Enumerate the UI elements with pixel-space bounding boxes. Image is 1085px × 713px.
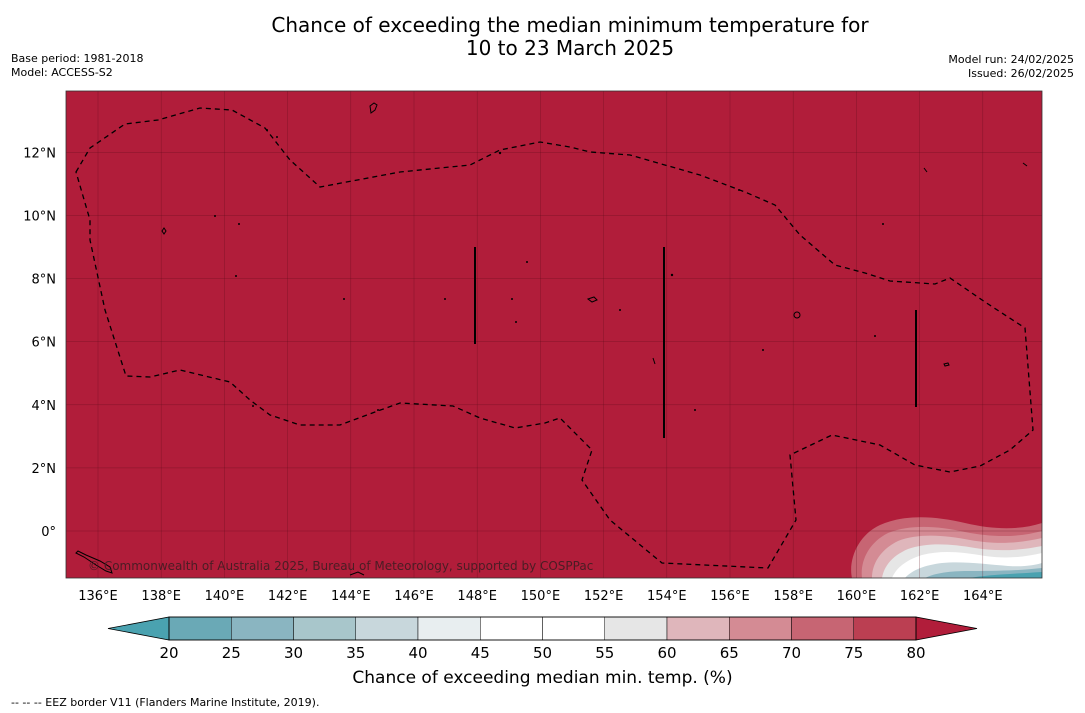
- colorbar-segment: [168, 616, 232, 641]
- lon-label: 150°E: [521, 589, 561, 604]
- lon-label: 148°E: [457, 589, 497, 604]
- issued-date: Issued: 26/02/2025: [967, 67, 1074, 80]
- lon-label: 136°E: [78, 589, 118, 604]
- colorbar-segment: [355, 616, 419, 641]
- lat-label: 8°N: [32, 273, 57, 288]
- lat-label: 4°N: [32, 399, 57, 414]
- lat-label: 6°N: [32, 336, 57, 351]
- colorbar-ticks: 20 25 30 35 40 45 50 55 60 65 70 75 80: [159, 644, 925, 662]
- lon-label: 142°E: [268, 589, 308, 604]
- colorbar-label: Chance of exceeding median min. temp. (%…: [352, 668, 733, 688]
- colorbar-tick-label: 35: [346, 644, 365, 662]
- islands: [75, 102, 1028, 576]
- map-background: [66, 91, 1042, 578]
- colorbar: 20 25 30 35 40 45 50 55 60 65 70 75 80: [107, 616, 978, 662]
- colorbar-high-extension: [915, 616, 978, 641]
- colorbar-tick-label: 25: [222, 644, 241, 662]
- colorbar-segment: [666, 616, 730, 641]
- lat-label: 2°N: [32, 462, 57, 477]
- meta-left: Base period: 1981-2018 Model: ACCESS-S2: [11, 52, 143, 80]
- model-run: Model run: 24/02/2025: [948, 53, 1074, 66]
- gridlines: [66, 91, 1042, 578]
- lon-label: 164°E: [963, 589, 1003, 604]
- lon-label: 138°E: [141, 589, 181, 604]
- lon-label: 146°E: [394, 589, 434, 604]
- lon-label: 152°E: [584, 589, 624, 604]
- copyright-text: © Commonwealth of Australia 2025, Bureau…: [88, 559, 593, 573]
- colorbar-segment: [729, 616, 792, 641]
- colorbar-tick-label: 55: [595, 644, 614, 662]
- eez-border: [75, 107, 1034, 569]
- colorbar-segment: [293, 616, 356, 641]
- map-title: Chance of exceeding the median minimum t…: [0, 14, 1085, 60]
- colorbar-tick-label: 75: [844, 644, 863, 662]
- colorbar-tick-label: 45: [471, 644, 490, 662]
- colorbar-tick-label: 65: [720, 644, 739, 662]
- base-period: Base period: 1981-2018: [11, 52, 144, 65]
- colorbar-segment: [417, 616, 481, 641]
- colorbar-low-extension: [107, 616, 170, 641]
- lon-label: 162°E: [900, 589, 940, 604]
- lon-label: 156°E: [710, 589, 750, 604]
- lon-label: 154°E: [647, 589, 687, 604]
- eez-footnote: -- -- -- EEZ border V11 (Flanders Marine…: [11, 696, 320, 709]
- meta-right: Model run: 24/02/2025 Issued: 26/02/2025: [948, 53, 1074, 81]
- latitude-labels: 12°N 10°N 8°N 6°N 4°N 2°N 0°: [23, 146, 56, 540]
- lon-label: 144°E: [331, 589, 371, 604]
- lat-label: 12°N: [23, 146, 56, 161]
- colorbar-segment: [231, 616, 294, 641]
- lat-label: 0°: [41, 525, 56, 540]
- lon-label: 160°E: [837, 589, 877, 604]
- island-dots: [214, 129, 884, 411]
- longitude-labels: 136°E 138°E 140°E 142°E 144°E 146°E 148°E 150°E…: [78, 589, 1002, 604]
- model-name: Model: ACCESS-S2: [11, 66, 113, 79]
- colorbar-segment: [853, 616, 917, 641]
- low-probability-area: [851, 517, 1042, 578]
- colorbar-tick-label: 70: [782, 644, 801, 662]
- title-line-1: Chance of exceeding the median minimum t…: [271, 13, 869, 37]
- lon-label: 158°E: [773, 589, 813, 604]
- colorbar-segment: [480, 616, 543, 641]
- title-line-2: 10 to 23 March 2025: [465, 36, 675, 60]
- colorbar-tick-label: 60: [657, 644, 676, 662]
- colorbar-tick-label: 40: [408, 644, 427, 662]
- lon-label: 140°E: [205, 589, 245, 604]
- map: © Commonwealth of Australia 2025, Bureau…: [23, 90, 1043, 604]
- colorbar-tick-label: 30: [284, 644, 303, 662]
- colorbar-segment: [604, 616, 668, 641]
- colorbar-segments: [168, 616, 917, 641]
- colorbar-segment: [791, 616, 854, 641]
- colorbar-segment: [542, 616, 605, 641]
- colorbar-tick-label: 50: [533, 644, 552, 662]
- lat-label: 10°N: [23, 210, 56, 225]
- colorbar-tick-label: 80: [906, 644, 925, 662]
- colorbar-tick-label: 20: [159, 644, 178, 662]
